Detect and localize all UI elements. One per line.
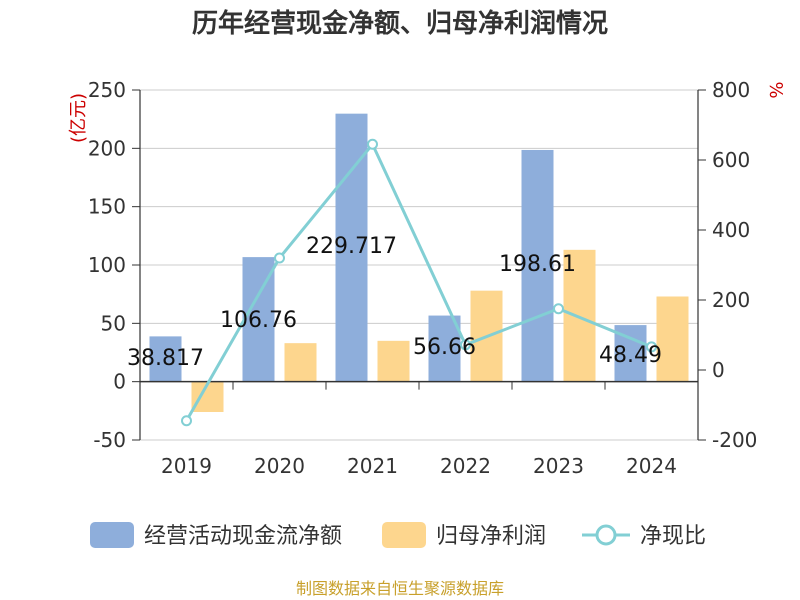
y-left-tick-label: -50 bbox=[93, 428, 126, 452]
x-tick-label: 2023 bbox=[533, 454, 584, 478]
legend-item-ratio[interactable]: 净现比 bbox=[582, 524, 706, 549]
data-labels: 38.817 106.76 229.717 56.66 198.61 48.49 bbox=[127, 234, 662, 371]
legend-swatch-profit bbox=[382, 522, 426, 548]
bar-profit[interactable] bbox=[377, 340, 410, 382]
y-right-tick-label: 800 bbox=[712, 78, 750, 102]
bar-value-label: 56.66 bbox=[413, 335, 476, 360]
y-right-tick-label: 200 bbox=[712, 288, 750, 312]
ratio-point[interactable] bbox=[553, 303, 564, 315]
bar-value-label: 38.817 bbox=[127, 346, 204, 371]
source-note: 制图数据来自恒生聚源数据库 bbox=[296, 579, 504, 598]
bar-profit[interactable] bbox=[284, 343, 317, 382]
x-tick-label: 2024 bbox=[626, 454, 677, 478]
y-left-tick-label: 200 bbox=[88, 136, 126, 160]
y-left-tick-label: 250 bbox=[88, 78, 126, 102]
legend-swatch-ratio-marker bbox=[595, 524, 617, 546]
ratio-point[interactable] bbox=[646, 341, 657, 353]
bar-value-label: 106.76 bbox=[220, 308, 297, 333]
legend-swatch-cashflow bbox=[90, 522, 134, 548]
bar-value-label: 48.49 bbox=[599, 343, 662, 368]
y-right-tick-label: 0 bbox=[712, 358, 725, 382]
y-left-tick-label: 100 bbox=[88, 253, 126, 277]
y-left-unit: (亿元) bbox=[68, 93, 89, 143]
bar-value-label: 198.61 bbox=[499, 252, 576, 277]
legend-item-cashflow[interactable]: 经营活动现金流净额 bbox=[90, 522, 342, 549]
y-right-unit: % bbox=[765, 81, 786, 98]
legend-label-ratio: 净现比 bbox=[640, 524, 706, 549]
y-right-tick-label: -200 bbox=[712, 428, 757, 452]
ratio-point[interactable] bbox=[181, 415, 192, 427]
x-tick-label: 2022 bbox=[440, 454, 491, 478]
bar-cashflow[interactable] bbox=[428, 315, 461, 382]
bar-cashflow[interactable] bbox=[521, 149, 554, 382]
y-left-tick-label: 0 bbox=[113, 370, 126, 394]
bar-value-label: 229.717 bbox=[306, 234, 397, 259]
gridlines bbox=[140, 89, 698, 441]
y-left-tick-label: 50 bbox=[101, 311, 126, 335]
chart-title: 历年经营现金净额、归母净利润情况 bbox=[192, 8, 608, 39]
legend: 经营活动现金流净额 归母净利润 净现比 bbox=[90, 522, 706, 549]
y-right-tick-label: 400 bbox=[712, 218, 750, 242]
bar-profit[interactable] bbox=[656, 296, 689, 382]
legend-label-profit: 归母净利润 bbox=[436, 524, 546, 549]
legend-item-profit[interactable]: 归母净利润 bbox=[382, 522, 546, 549]
ratio-point[interactable] bbox=[460, 339, 471, 351]
bars bbox=[149, 113, 689, 412]
x-tick-label: 2019 bbox=[161, 454, 212, 478]
x-tick-label: 2021 bbox=[347, 454, 398, 478]
y-right-tick-label: 600 bbox=[712, 148, 750, 172]
bar-cashflow[interactable] bbox=[149, 336, 182, 382]
legend-label-cashflow: 经营活动现金流净额 bbox=[144, 524, 342, 549]
ratio-point[interactable] bbox=[367, 138, 378, 150]
ratio-line bbox=[181, 138, 657, 427]
x-tick-label: 2020 bbox=[254, 454, 305, 478]
ratio-point[interactable] bbox=[274, 252, 285, 264]
axes: -50 0 50 100 150 200 250 -200 0 200 400 600 800 2019 2… bbox=[88, 78, 758, 478]
ratio-line-path bbox=[185, 141, 653, 422]
y-left-tick-label: 150 bbox=[88, 195, 126, 219]
